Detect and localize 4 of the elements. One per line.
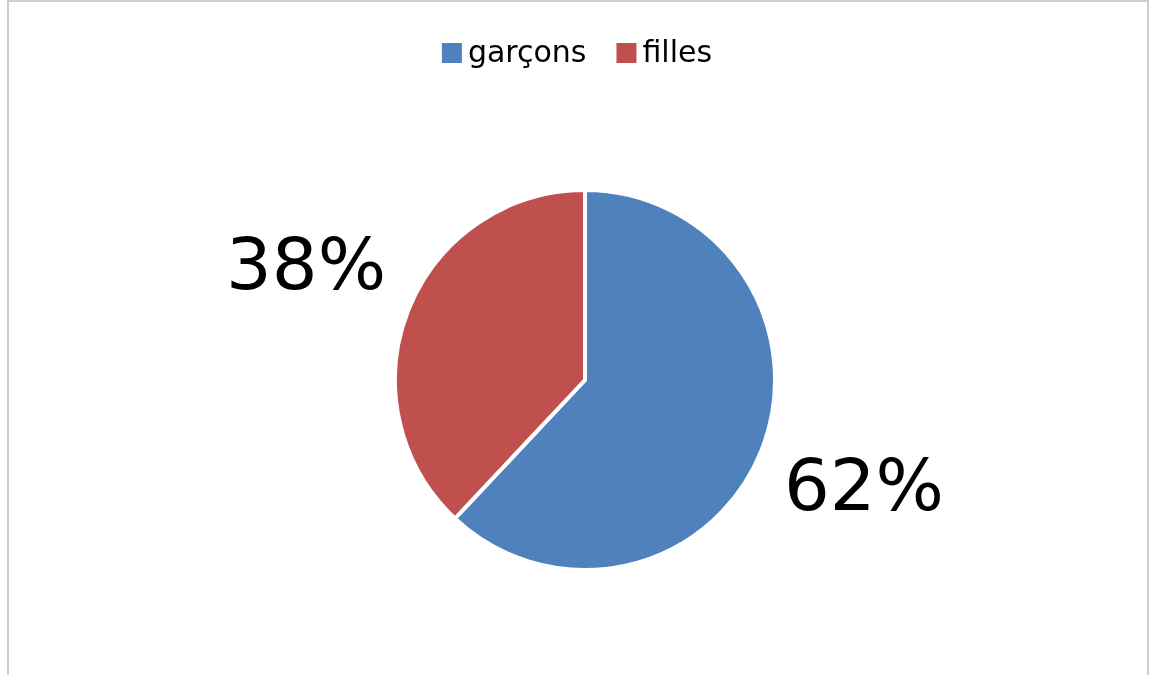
data-label: 38% [226,222,387,307]
data-label: 62% [783,442,944,527]
legend-label: filles [642,33,713,69]
legend-label: garçons [467,33,587,69]
